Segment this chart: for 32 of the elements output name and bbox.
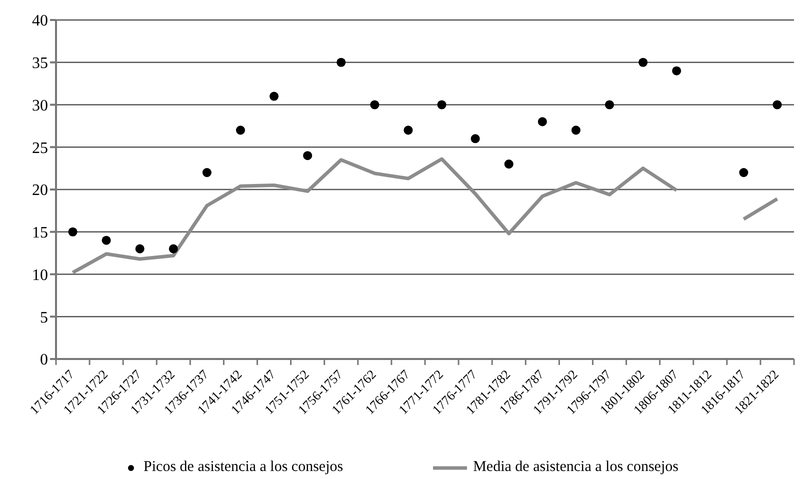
point — [336, 58, 346, 67]
legend-label: Media de asistencia a los consejos — [472, 459, 678, 476]
y-tick-label: 35 — [32, 55, 48, 72]
point — [571, 126, 580, 135]
point — [739, 168, 748, 178]
y-tick-label: 30 — [32, 97, 48, 114]
y-tick-label: 10 — [32, 266, 48, 284]
y-tick-label: 20 — [32, 182, 48, 200]
point — [135, 244, 144, 254]
point — [672, 66, 682, 76]
point — [470, 134, 480, 144]
y-tick-label: 15 — [32, 224, 48, 242]
point — [102, 236, 111, 245]
y-tick-label: 5 — [40, 309, 48, 326]
point — [168, 244, 178, 254]
point — [638, 58, 648, 67]
point — [236, 126, 246, 135]
point — [538, 117, 547, 126]
point — [68, 227, 78, 236]
point — [303, 151, 312, 160]
y-tick-label: 0 — [40, 352, 48, 369]
point — [604, 100, 614, 110]
point — [404, 126, 413, 135]
y-tick-label: 40 — [32, 12, 48, 30]
point — [370, 100, 380, 110]
point — [270, 92, 279, 101]
point — [772, 100, 782, 110]
legend-label: Picos de asistencia a los consejos — [142, 459, 344, 476]
point — [202, 168, 212, 178]
y-tick-label: 25 — [32, 140, 48, 157]
point — [437, 100, 446, 110]
point — [504, 160, 514, 169]
